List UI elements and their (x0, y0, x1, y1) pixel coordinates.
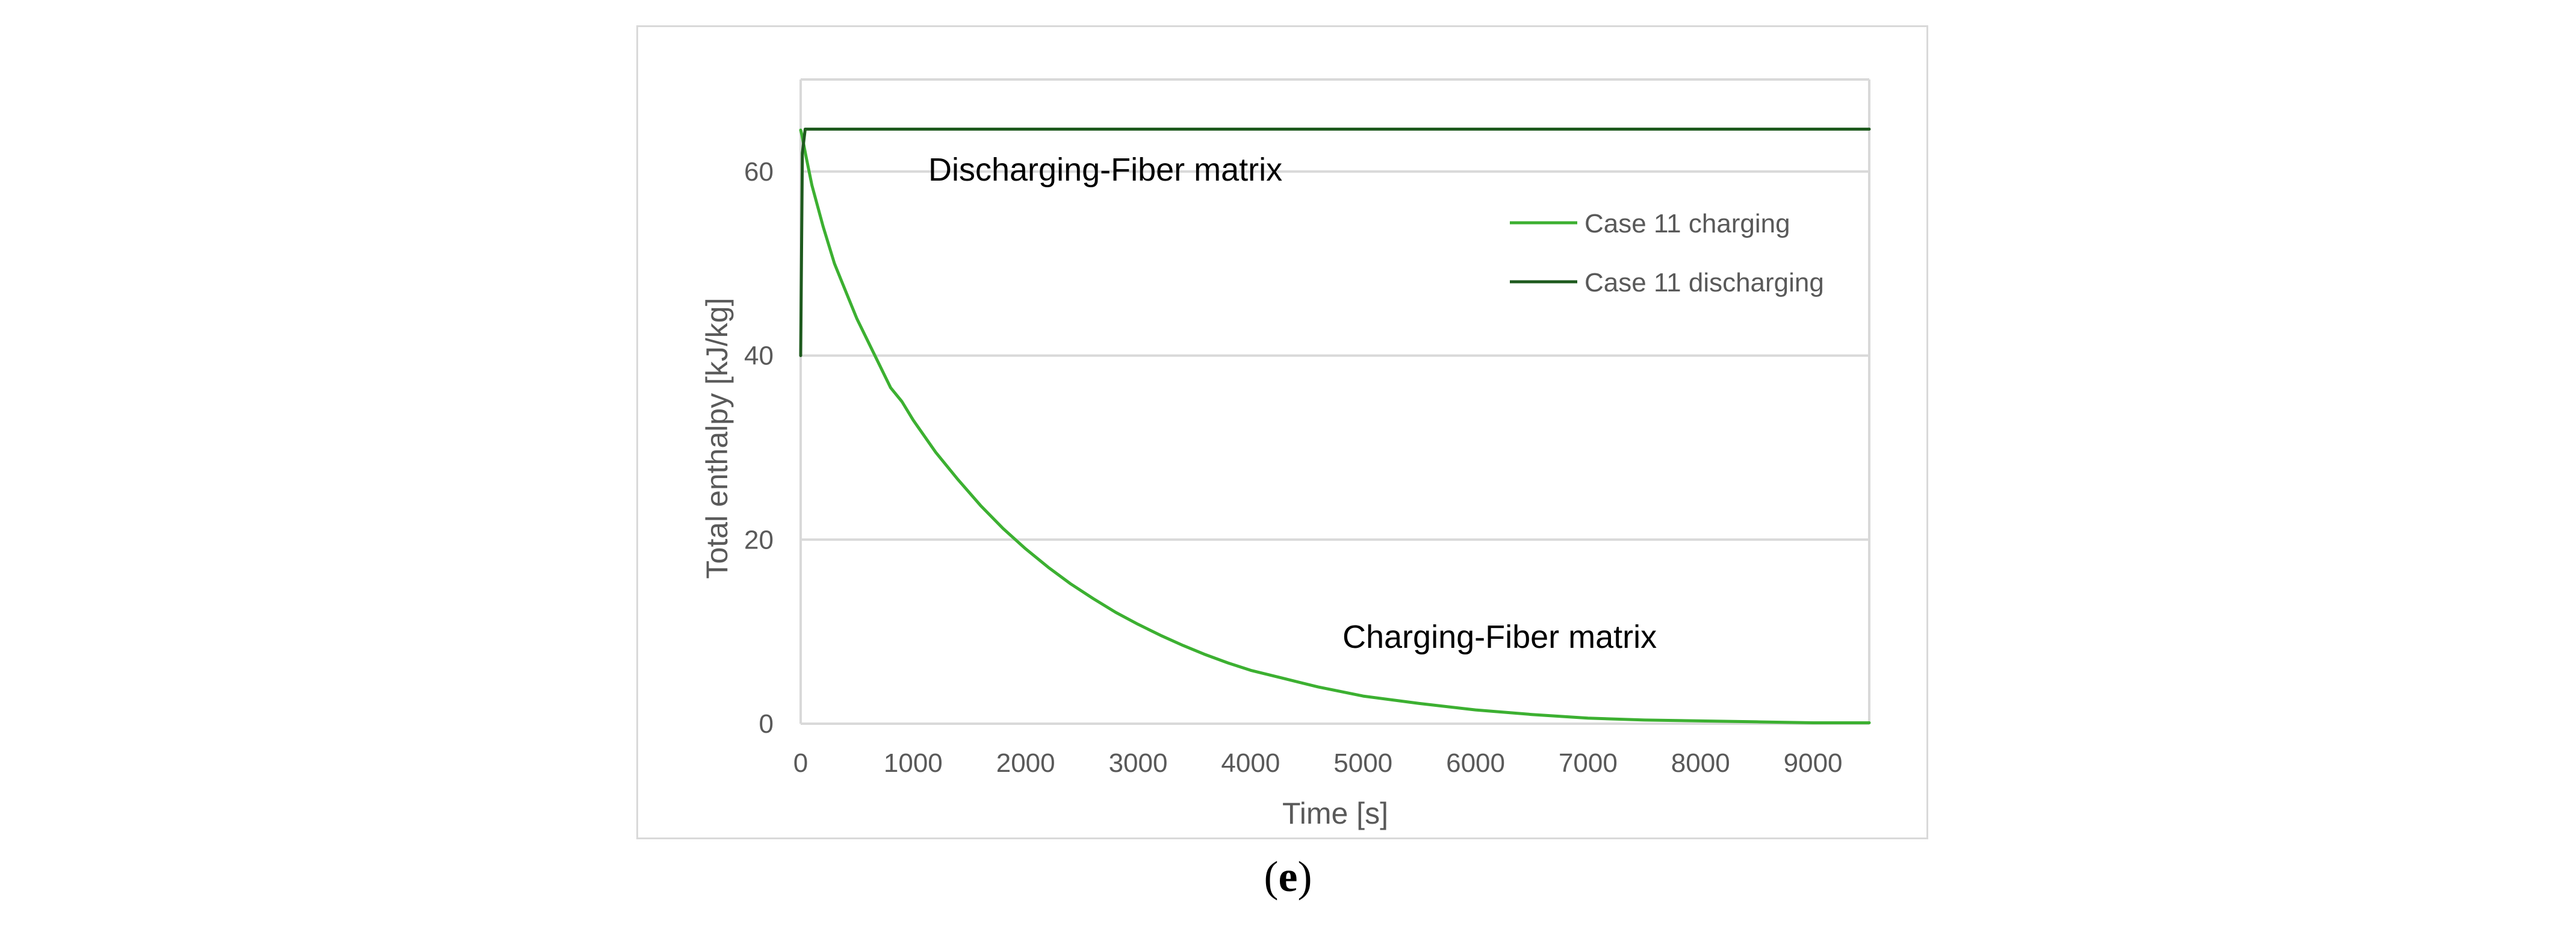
panel-label-open: ( (1264, 853, 1279, 901)
panel-label-letter: e (1278, 853, 1298, 901)
x-tick-label-7000: 7000 (1559, 748, 1618, 778)
y-tick-label-0: 0 (759, 709, 774, 739)
series-line-charging (799, 128, 1871, 724)
x-tick-label-1000: 1000 (884, 748, 943, 778)
x-tick-label-4000: 4000 (1221, 748, 1280, 778)
legend-label-discharging: Case 11 discharging (1584, 268, 1824, 297)
tick-labels: 0 20 40 60 0 1000 2000 3000 4000 5000 6000 7000 8000… (744, 157, 1842, 778)
legend: Case 11 charging Case 11 discharging (1510, 209, 1824, 297)
y-tick-label-40: 40 (744, 341, 774, 371)
x-tick-label-0: 0 (793, 748, 808, 778)
x-tick-label-5000: 5000 (1333, 748, 1392, 778)
y-axis-title: Total enthalpy [kJ/kg] (700, 298, 734, 579)
x-tick-label-3000: 3000 (1109, 748, 1168, 778)
annotation-charging: Charging-Fiber matrix (1342, 619, 1657, 655)
y-tick-label-20: 20 (744, 525, 774, 555)
x-tick-label-6000: 6000 (1446, 748, 1505, 778)
x-tick-label-2000: 2000 (996, 748, 1055, 778)
gridlines (801, 170, 1869, 725)
series-lines (799, 128, 1871, 724)
chart-frame (636, 25, 1928, 839)
x-tick-label-9000: 9000 (1784, 748, 1843, 778)
y-tick-label-60: 60 (744, 157, 774, 187)
panel-label-close: ) (1297, 853, 1312, 901)
x-tick-label-8000: 8000 (1671, 748, 1730, 778)
annotation-discharging: Discharging-Fiber matrix (928, 152, 1282, 188)
panel-label: (e) (0, 852, 2576, 902)
x-axis-title: Time [s] (1282, 797, 1388, 830)
legend-label-charging: Case 11 charging (1584, 209, 1790, 238)
series-line-discharging (799, 128, 1871, 358)
